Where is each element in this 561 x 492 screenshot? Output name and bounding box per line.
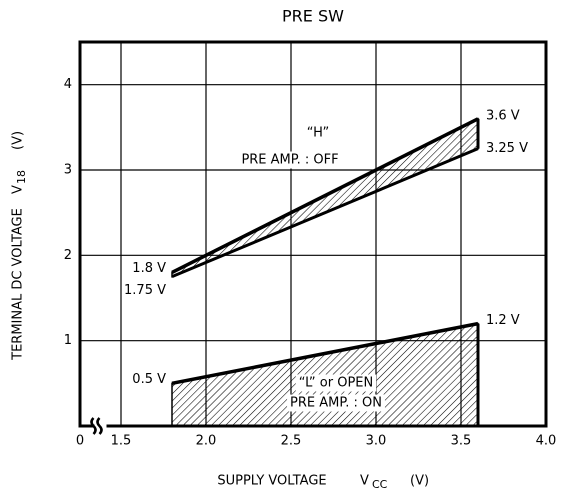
y-axis-label: TERMINAL DC VOLTAGE V 18 (V) [11, 131, 29, 361]
lower-line [171, 147, 479, 279]
x-axis-label: (V) [410, 474, 429, 489]
annotation: PRE AMP. : ON [290, 396, 382, 411]
chart-title: PRE SW [282, 7, 344, 26]
upper-line [171, 321, 479, 386]
y-axis-label: 18 [15, 170, 28, 184]
y-tick-label: 3 [64, 163, 72, 178]
x-tick-label: 4.0 [536, 434, 557, 449]
value-label: 1.75 V [124, 283, 166, 298]
x-tick-label: 2.0 [196, 434, 217, 449]
axis-break [96, 417, 103, 435]
x-tick-label: 2.5 [281, 434, 302, 449]
y-axis-label: (V) [11, 131, 26, 150]
value-label: 1.2 V [486, 313, 520, 328]
y-tick-label: 2 [64, 248, 72, 263]
annotation: PRE AMP. : OFF [241, 153, 338, 168]
x-tick-label: 3.5 [451, 434, 472, 449]
x-tick-label: 0 [76, 434, 84, 449]
value-label: 3.6 V [486, 108, 520, 123]
annotation-bg [238, 151, 342, 169]
y-axis-label: V [11, 185, 26, 194]
axis-break [90, 417, 97, 435]
value-label: 1.8 V [132, 261, 166, 276]
x-tick-label: 3.0 [366, 434, 387, 449]
value-label: 3.25 V [486, 141, 528, 156]
x-axis-label: CC [372, 478, 388, 491]
x-axis-label: V [360, 474, 369, 489]
annotation-bg [287, 394, 385, 412]
y-tick-label: 1 [64, 333, 72, 348]
annotation-bg [295, 374, 377, 392]
y-tick-label: 4 [64, 77, 72, 92]
annotation: “L” or OPEN [299, 376, 373, 391]
x-tick-label: 1.5 [111, 434, 132, 449]
plot-frame [78, 40, 548, 428]
upper-line [171, 117, 479, 274]
x-axis-label: SUPPLY VOLTAGE [217, 474, 326, 489]
annotation: “H” [307, 126, 329, 141]
y-axis-label: TERMINAL DC VOLTAGE [11, 208, 26, 361]
annotation-bg [303, 124, 333, 142]
value-label: 0.5 V [132, 372, 166, 387]
